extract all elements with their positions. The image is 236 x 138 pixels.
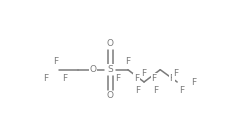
Text: O: O — [107, 39, 114, 48]
Text: O: O — [107, 91, 114, 100]
Text: F: F — [63, 74, 67, 83]
Text: F: F — [179, 86, 184, 95]
Text: F: F — [43, 74, 49, 83]
Text: S: S — [107, 65, 113, 74]
Text: F: F — [191, 78, 196, 87]
Text: F: F — [169, 74, 175, 83]
Text: F: F — [115, 74, 120, 83]
Text: F: F — [142, 69, 147, 78]
Text: F: F — [53, 57, 58, 66]
Text: F: F — [135, 86, 140, 95]
Text: O: O — [90, 65, 97, 74]
Text: F: F — [151, 74, 156, 83]
Text: F: F — [173, 69, 178, 78]
Text: F: F — [134, 74, 139, 83]
Text: F: F — [153, 86, 158, 95]
Text: F: F — [125, 57, 131, 66]
